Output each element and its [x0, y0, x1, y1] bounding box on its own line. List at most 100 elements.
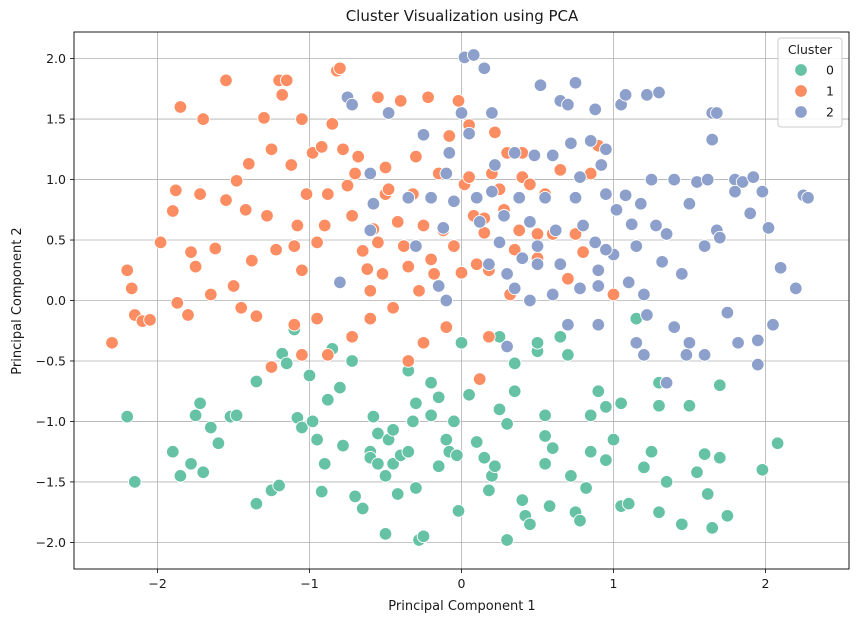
cluster-2-point [801, 190, 815, 205]
cluster-2-point [482, 257, 496, 271]
legend-marker-2 [794, 105, 808, 119]
cluster-2-point [667, 172, 681, 187]
cluster-2-point [710, 106, 724, 120]
y-tick-label: 0.5 [46, 233, 66, 248]
cluster-0-point [321, 392, 335, 407]
cluster-0-point [431, 390, 446, 405]
cluster-2-point [640, 308, 654, 322]
cluster-2-point [363, 223, 378, 238]
cluster-1-point [208, 241, 223, 256]
cluster-2-point [731, 336, 745, 350]
cluster-0-point [409, 396, 423, 411]
cluster-0-point [591, 384, 606, 398]
y-tick-label: −1.5 [36, 474, 66, 489]
chart-title: Cluster Visualization using PCA [346, 7, 579, 25]
cluster-0-point [690, 465, 704, 479]
cluster-1-point [340, 178, 355, 193]
cluster-2-point [500, 267, 514, 281]
cluster-1-point [416, 218, 431, 233]
cluster-1-point [530, 227, 545, 241]
cluster-1-point [242, 157, 256, 171]
y-tick-label: 2.0 [46, 51, 66, 66]
cluster-2-point [621, 275, 636, 290]
cluster-1-point [310, 311, 324, 326]
cluster-1-point [412, 284, 426, 298]
x-tick-label: −1 [300, 576, 318, 591]
cluster-0-point [573, 513, 587, 528]
cluster-1-point [381, 182, 396, 196]
cluster-0-point [477, 450, 492, 465]
cluster-0-point [378, 527, 393, 541]
legend-marker-0 [794, 63, 808, 77]
cluster-2-point [447, 194, 461, 209]
cluster-2-point [773, 261, 788, 275]
cluster-0-point [583, 444, 598, 459]
cluster-0-point [173, 469, 188, 483]
cluster-1-point [360, 262, 375, 276]
cluster-0-point [755, 463, 770, 477]
cluster-1-point [416, 336, 431, 350]
cluster-1-point [170, 296, 185, 310]
cluster-0-point [336, 438, 350, 453]
cluster-2-point [576, 218, 590, 233]
cluster-2-point [588, 235, 602, 250]
legend-marker-1 [794, 84, 808, 98]
cluster-0-point [378, 469, 393, 483]
cluster-0-point [305, 414, 320, 429]
cluster-1-point [226, 279, 241, 293]
cluster-1-point [295, 112, 309, 126]
cluster-2-point [472, 215, 487, 229]
cluster-2-point [588, 102, 602, 117]
legend-label-1: 1 [826, 84, 834, 99]
cluster-1-point [472, 372, 487, 386]
cluster-0-point [193, 396, 207, 411]
cluster-1-point [378, 160, 393, 175]
cluster-1-point [454, 265, 469, 280]
cluster-0-point [371, 426, 385, 441]
cluster-2-point [548, 223, 563, 238]
cluster-2-point [618, 88, 633, 102]
cluster-0-point [700, 487, 715, 501]
cluster-2-point [454, 106, 469, 120]
cluster-1-point [371, 90, 385, 105]
cluster-0-point [561, 348, 575, 362]
cluster-0-point [770, 436, 785, 450]
cluster-1-point [393, 94, 408, 108]
cluster-1-point [153, 235, 168, 250]
x-tick-label: 0 [458, 576, 466, 591]
cluster-2-point [485, 106, 499, 120]
cluster-2-point [431, 279, 446, 293]
cluster-0-point [500, 417, 514, 431]
cluster-1-point [279, 73, 294, 88]
cluster-2-point [442, 146, 457, 160]
y-tick-label: −1.0 [36, 414, 66, 429]
data-points [105, 48, 815, 547]
cluster-0-point [538, 457, 552, 471]
cluster-2-point [333, 275, 347, 290]
cluster-0-point [538, 408, 552, 423]
cluster-0-point [637, 460, 651, 475]
cluster-1-point [310, 235, 324, 250]
cluster-0-point [345, 354, 359, 368]
cluster-0-point [431, 459, 446, 473]
cluster-2-point [720, 305, 735, 320]
cluster-2-point [545, 148, 560, 163]
cluster-2-point [697, 239, 712, 253]
cluster-0-point [355, 501, 370, 516]
y-axis-label: Principal Component 2 [10, 227, 25, 374]
cluster-0-point [507, 356, 522, 371]
cluster-0-point [333, 380, 347, 395]
cluster-1-point [264, 142, 279, 157]
cluster-1-point [299, 187, 314, 201]
cluster-2-point [500, 339, 514, 354]
legend-label-0: 0 [826, 63, 834, 78]
cluster-2-point [682, 336, 697, 350]
cluster-0-point [538, 429, 552, 443]
cluster-1-point [348, 166, 362, 181]
cluster-2-point [583, 134, 598, 148]
cluster-2-point [564, 136, 578, 151]
cluster-0-point [564, 469, 578, 483]
cluster-2-point [462, 126, 476, 141]
cluster-2-point [533, 78, 548, 92]
